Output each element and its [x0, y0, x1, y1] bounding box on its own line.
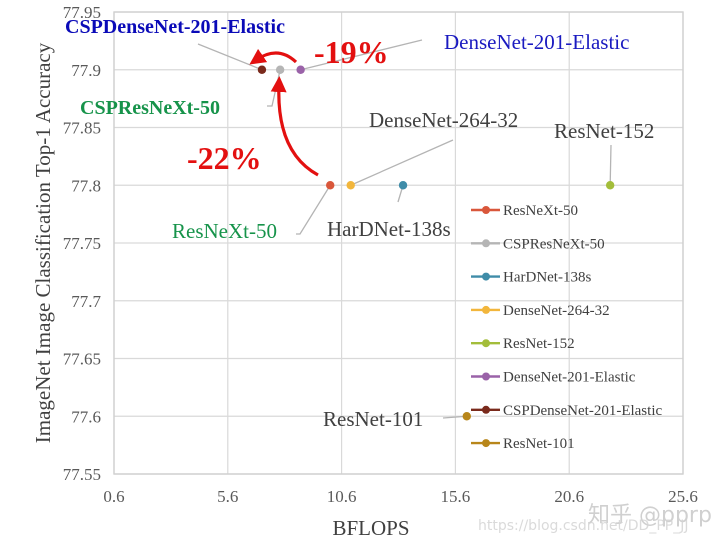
legend-label: ResNet-101	[503, 436, 575, 452]
annotation-minus-22-percent: -22%	[187, 140, 262, 176]
connector-line	[296, 184, 331, 235]
legend-marker	[482, 305, 490, 314]
label-densenet-264-32: DenseNet-264-32	[369, 108, 518, 132]
legend-label: ResNet-152	[503, 336, 575, 352]
legend-marker	[482, 272, 490, 281]
arrow-minus-22	[270, 76, 319, 177]
legend-item: DenseNet-201-Elastic	[471, 370, 636, 386]
plot-border	[113, 11, 684, 475]
legend-marker	[482, 372, 490, 381]
data-point	[257, 65, 267, 74]
data-point	[275, 65, 285, 74]
y-tick-label: 77.65	[63, 350, 101, 369]
data-point	[605, 181, 615, 190]
legend-item: ResNeXt-50	[471, 203, 578, 219]
data-points	[257, 65, 615, 421]
y-tick-label: 77.7	[71, 292, 101, 311]
label-resnet-101: ResNet-101	[323, 407, 423, 431]
legend-item: CSPDenseNet-201-Elastic	[471, 403, 662, 419]
legend-label: DenseNet-201-Elastic	[503, 370, 636, 386]
label-cspdensenet-201-elastic: CSPDenseNet-201-Elastic	[65, 16, 285, 38]
annotation-minus-19-percent: -19%	[314, 34, 389, 70]
legend-item: ResNet-101	[471, 436, 575, 452]
legend-marker	[482, 439, 490, 448]
x-tick-label: 15.6	[441, 487, 471, 506]
y-tick-label: 77.55	[63, 465, 101, 484]
legend-marker	[482, 206, 490, 214]
legend-item: HarDNet-138s	[471, 270, 591, 286]
label-resnet-152: ResNet-152	[554, 119, 654, 143]
label-cspresnext-50: CSPResNeXt-50	[80, 97, 220, 119]
x-tick-label: 25.6	[668, 487, 698, 506]
reduction-arrows	[249, 48, 319, 177]
label-resnext-50: ResNeXt-50	[172, 219, 277, 243]
y-tick-label: 77.6	[71, 407, 101, 426]
connector-line	[609, 144, 612, 186]
y-tick-label: 77.95	[63, 3, 101, 22]
legend-label: CSPDenseNet-201-Elastic	[503, 403, 662, 419]
x-tick-label: 5.6	[217, 487, 238, 506]
x-tick-label: 10.6	[327, 487, 357, 506]
data-point	[462, 412, 471, 421]
legend-item: CSPResNeXt-50	[471, 236, 605, 252]
watermark-zhihu: 知乎 @pprp	[588, 503, 712, 528]
legend: ResNeXt-50 CSPResNeXt-50 HarDNet-138s Dense…	[471, 203, 662, 452]
y-axis-ticks: 77.95 77.9 77.85 77.8 77.75 77.7 77.65 77.6 77.5…	[63, 3, 102, 484]
legend-marker	[482, 239, 490, 248]
legend-label: CSPResNeXt-50	[503, 236, 605, 252]
x-tick-label: 20.6	[554, 487, 584, 506]
y-tick-label: 77.85	[63, 119, 101, 138]
connector-line	[300, 39, 423, 71]
y-tick-label: 77.75	[63, 234, 101, 253]
x-axis-ticks: 0.6 5.6 10.6 15.6 20.6 25.6	[103, 487, 698, 506]
label-connector-lines	[197, 39, 612, 419]
connector-line	[197, 43, 263, 71]
legend-item: ResNet-152	[471, 336, 575, 352]
x-axis-title: BFLOPS	[332, 516, 409, 540]
x-tick-label: 0.6	[103, 487, 124, 506]
label-densenet-201-elastic: DenseNet-201-Elastic	[444, 30, 629, 54]
y-axis-title: ImageNet Image Classification Top-1 Accu…	[31, 42, 55, 443]
plot-frame	[113, 11, 684, 475]
y-tick-label: 77.8	[71, 176, 101, 195]
legend-item: DenseNet-264-32	[471, 303, 610, 319]
y-tick-label: 77.9	[71, 61, 101, 80]
label-hardnet-138s: HarDNet-138s	[327, 217, 451, 241]
legend-label: HarDNet-138s	[503, 270, 591, 286]
watermark-url: https://blog.csdn.net/DD_PP_JJ	[478, 518, 688, 534]
arrow-minus-19	[249, 48, 298, 65]
data-point	[398, 181, 408, 190]
legend-marker	[482, 405, 490, 414]
legend-label: DenseNet-264-32	[503, 303, 610, 319]
data-point	[326, 181, 335, 190]
data-point	[296, 65, 305, 74]
connector-line	[350, 139, 454, 186]
legend-marker	[482, 339, 490, 348]
legend-label: ResNeXt-50	[503, 203, 578, 219]
data-point	[346, 181, 355, 190]
